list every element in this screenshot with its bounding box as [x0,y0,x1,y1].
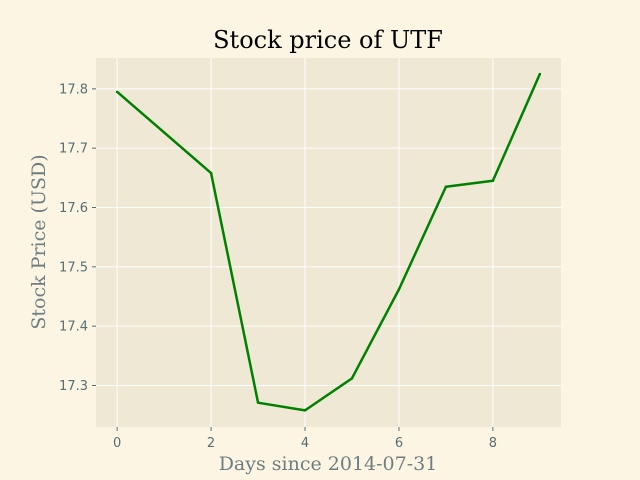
x-axis-label: Days since 2014-07-31 [219,453,438,475]
y-axis-label: Stock Price (USD) [28,154,50,329]
y-tick-label: 17.3 [59,379,88,394]
series-layer [115,72,542,412]
x-tick-label: 2 [207,436,215,451]
data-point [256,401,260,404]
x-tick-label: 0 [113,436,121,451]
grid [96,58,561,427]
data-point [491,179,495,183]
y-tick-label: 17.5 [59,260,88,275]
ticks: 0 2 4 6 8 17.3 17.4 17.5 17.6 17.7 17.8 [59,82,497,451]
x-tick-label: 4 [301,436,309,451]
data-point [397,288,401,291]
y-tick-label: 17.7 [59,142,88,157]
y-tick-label: 17.4 [59,320,88,335]
data-point [538,72,542,76]
x-tick-label: 6 [395,436,403,451]
data-point [303,409,307,412]
chart-title: Stock price of UTF [213,26,443,54]
data-point [209,171,213,175]
y-tick-label: 17.8 [59,82,88,97]
data-point [444,185,448,188]
x-tick-label: 8 [489,436,497,451]
y-tick-label: 17.6 [59,201,88,216]
plot-area [96,58,561,427]
data-point [350,377,354,380]
data-point [115,90,119,94]
